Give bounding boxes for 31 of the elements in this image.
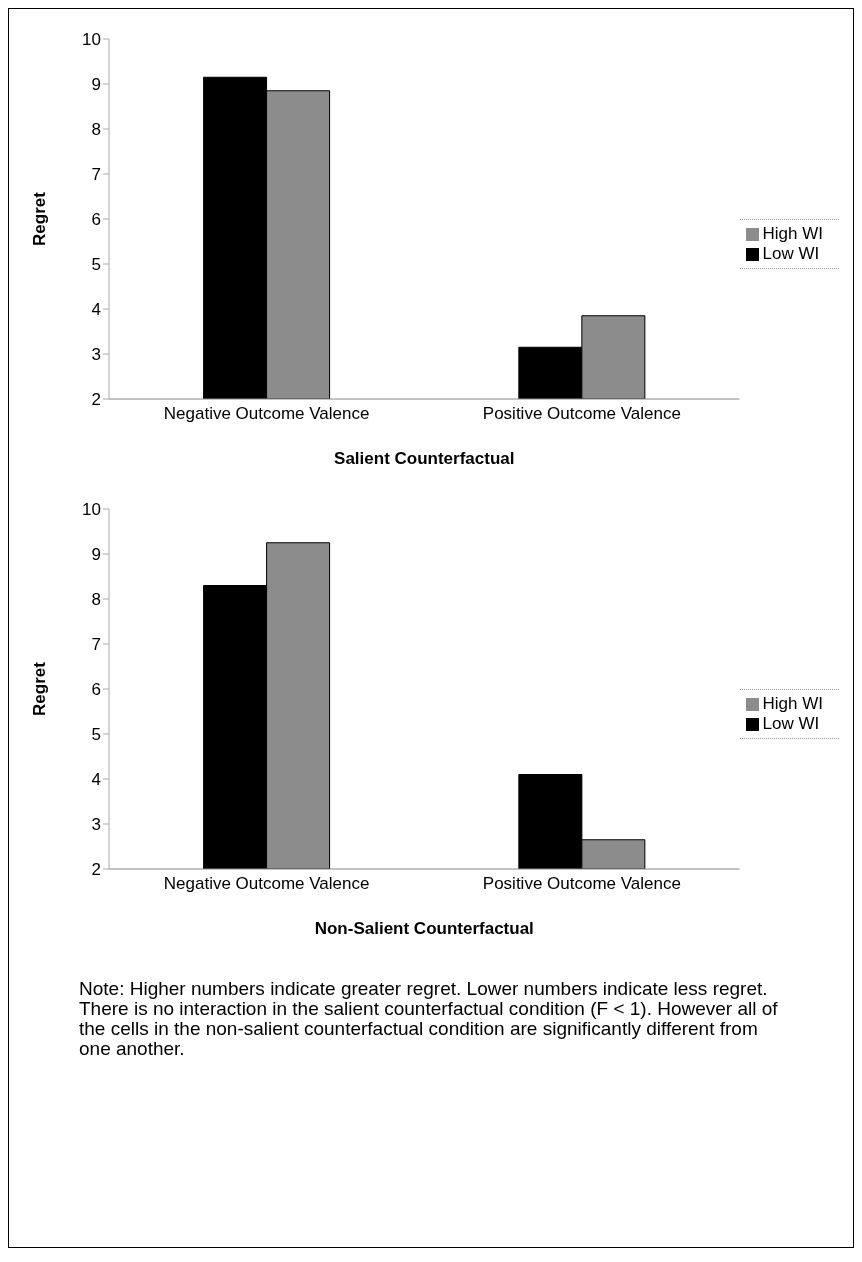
y-tick-label: 4 <box>91 770 101 790</box>
y-tick-label: 9 <box>91 545 101 565</box>
y-tick-label: 5 <box>91 255 101 275</box>
legend-label: Low WI <box>762 714 820 733</box>
x-tick-label: Negative Outcome Valence <box>163 874 370 894</box>
y-tick-label: 2 <box>91 390 101 410</box>
y-tick-label: 2 <box>91 860 101 880</box>
y-tick-label: 7 <box>91 635 101 655</box>
y-tick-label: 9 <box>91 75 101 95</box>
x-axis-title: Non-Salient Counterfactual <box>314 919 534 938</box>
y-tick-label: 3 <box>91 345 101 365</box>
y-tick-label: 10 <box>82 30 101 50</box>
y-tick-label: 6 <box>91 210 101 230</box>
legend-label: High WI <box>762 224 823 243</box>
legend-label: High WI <box>762 694 823 713</box>
y-tick-label: 5 <box>91 725 101 745</box>
x-tick-label: Positive Outcome Valence <box>482 874 681 894</box>
y-tick-label: 6 <box>91 680 101 700</box>
y-tick-label: 8 <box>91 590 101 610</box>
x-tick-label: Negative Outcome Valence <box>163 404 370 424</box>
x-tick-label: Positive Outcome Valence <box>482 404 681 424</box>
legend-label: Low WI <box>762 244 820 263</box>
y-tick-label: 8 <box>91 120 101 140</box>
y-tick-label: 7 <box>91 165 101 185</box>
y-tick-label: 3 <box>91 815 101 835</box>
x-axis-title: Salient Counterfactual <box>334 449 515 468</box>
text: Note: Higher numbers indicate greater regret. Lower numbers indicate less regret. There is no interaction in the salient counterfactual condition (F < 1). However all of the cells in the non-salient counterfactual condition are significantly different from one another. <box>79 978 779 1059</box>
y-tick-label: 4 <box>91 300 101 320</box>
y-tick-label: 10 <box>82 500 101 520</box>
y-axis-title: Regret <box>30 661 50 716</box>
y-axis-title: Regret <box>30 191 50 246</box>
